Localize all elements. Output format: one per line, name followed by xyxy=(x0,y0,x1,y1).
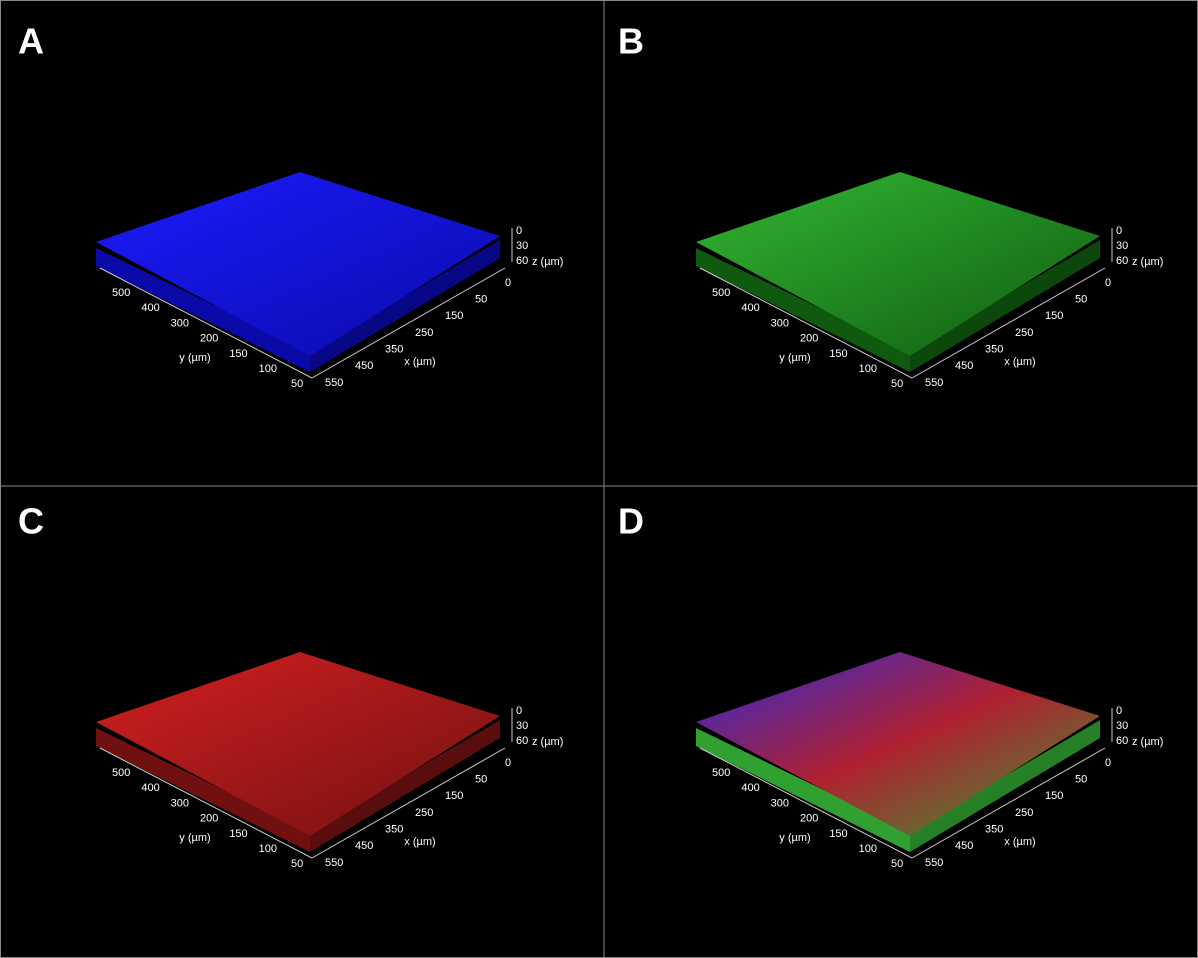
panel-label: C xyxy=(18,501,44,542)
y-tick-label: 400 xyxy=(141,782,159,794)
y-tick-label: 50 xyxy=(291,858,303,870)
y-tick-label: 300 xyxy=(771,797,789,809)
y-tick-label: 150 xyxy=(229,348,247,360)
x-tick-label: 50 xyxy=(1075,774,1087,786)
figure: A500400300200150100500501502503504505500… xyxy=(0,0,1198,958)
x-tick-label: 150 xyxy=(445,310,463,322)
y-tick-label: 50 xyxy=(291,378,303,390)
x-tick-label: 350 xyxy=(985,344,1003,356)
z-tick-label: 60 xyxy=(516,255,528,267)
panel-label: B xyxy=(618,21,644,62)
y-tick-label: 100 xyxy=(259,843,277,855)
x-tick-label: 250 xyxy=(415,327,433,339)
y-tick-label: 200 xyxy=(800,333,818,345)
z-tick-label: 60 xyxy=(1116,255,1128,267)
x-tick-label: 250 xyxy=(415,807,433,819)
x-tick-label: 0 xyxy=(1105,277,1111,289)
x-tick-label: 50 xyxy=(1075,294,1087,306)
x-tick-label: 150 xyxy=(1045,790,1063,802)
y-tick-label: 500 xyxy=(712,287,730,299)
x-tick-label: 450 xyxy=(355,840,373,852)
x-tick-label: 50 xyxy=(475,294,487,306)
x-tick-label: 250 xyxy=(1015,327,1033,339)
z-tick-label: 60 xyxy=(516,735,528,747)
y-tick-label: 500 xyxy=(112,767,130,779)
y-axis-title: y (µm) xyxy=(779,352,810,364)
x-tick-label: 450 xyxy=(955,360,973,372)
y-axis-title: y (µm) xyxy=(779,832,810,844)
z-tick-label: 0 xyxy=(1116,705,1122,717)
x-tick-label: 550 xyxy=(925,857,943,869)
z-tick-label: 0 xyxy=(516,705,522,717)
x-tick-label: 150 xyxy=(445,790,463,802)
z-axis-title: z (µm) xyxy=(1132,736,1163,748)
y-tick-label: 200 xyxy=(200,333,218,345)
y-tick-label: 50 xyxy=(891,858,903,870)
z-tick-label: 30 xyxy=(516,240,528,252)
y-tick-label: 400 xyxy=(741,302,759,314)
x-axis-title: x (µm) xyxy=(404,836,435,848)
z-axis-title: z (µm) xyxy=(532,256,563,268)
x-tick-label: 0 xyxy=(505,757,511,769)
z-axis-title: z (µm) xyxy=(532,736,563,748)
y-tick-label: 150 xyxy=(229,828,247,840)
y-tick-label: 300 xyxy=(771,317,789,329)
panel-label: A xyxy=(18,21,44,62)
x-tick-label: 550 xyxy=(325,377,343,389)
y-tick-label: 500 xyxy=(112,287,130,299)
x-tick-label: 350 xyxy=(985,824,1003,836)
z-tick-label: 60 xyxy=(1116,735,1128,747)
y-axis-title: y (µm) xyxy=(179,352,210,364)
panel-label: D xyxy=(618,501,644,542)
y-tick-label: 150 xyxy=(829,828,847,840)
z-tick-label: 30 xyxy=(1116,240,1128,252)
y-tick-label: 300 xyxy=(171,317,189,329)
y-tick-label: 100 xyxy=(859,363,877,375)
y-tick-label: 300 xyxy=(171,797,189,809)
y-tick-label: 500 xyxy=(712,767,730,779)
y-tick-label: 200 xyxy=(200,813,218,825)
x-tick-label: 250 xyxy=(1015,807,1033,819)
x-tick-label: 0 xyxy=(1105,757,1111,769)
x-axis-title: x (µm) xyxy=(404,356,435,368)
y-tick-label: 200 xyxy=(800,813,818,825)
z-tick-label: 0 xyxy=(516,225,522,237)
y-tick-label: 400 xyxy=(741,782,759,794)
y-tick-label: 100 xyxy=(259,363,277,375)
x-tick-label: 350 xyxy=(385,344,403,356)
x-tick-label: 450 xyxy=(355,360,373,372)
y-tick-label: 100 xyxy=(859,843,877,855)
x-axis-title: x (µm) xyxy=(1004,836,1035,848)
x-tick-label: 550 xyxy=(325,857,343,869)
z-tick-label: 30 xyxy=(516,720,528,732)
x-tick-label: 0 xyxy=(505,277,511,289)
x-tick-label: 450 xyxy=(955,840,973,852)
x-axis-title: x (µm) xyxy=(1004,356,1035,368)
y-axis-title: y (µm) xyxy=(179,832,210,844)
x-tick-label: 350 xyxy=(385,824,403,836)
y-tick-label: 150 xyxy=(829,348,847,360)
x-tick-label: 150 xyxy=(1045,310,1063,322)
z-axis-title: z (µm) xyxy=(1132,256,1163,268)
z-tick-label: 0 xyxy=(1116,225,1122,237)
x-tick-label: 50 xyxy=(475,774,487,786)
y-tick-label: 50 xyxy=(891,378,903,390)
y-tick-label: 400 xyxy=(141,302,159,314)
x-tick-label: 550 xyxy=(925,377,943,389)
z-tick-label: 30 xyxy=(1116,720,1128,732)
